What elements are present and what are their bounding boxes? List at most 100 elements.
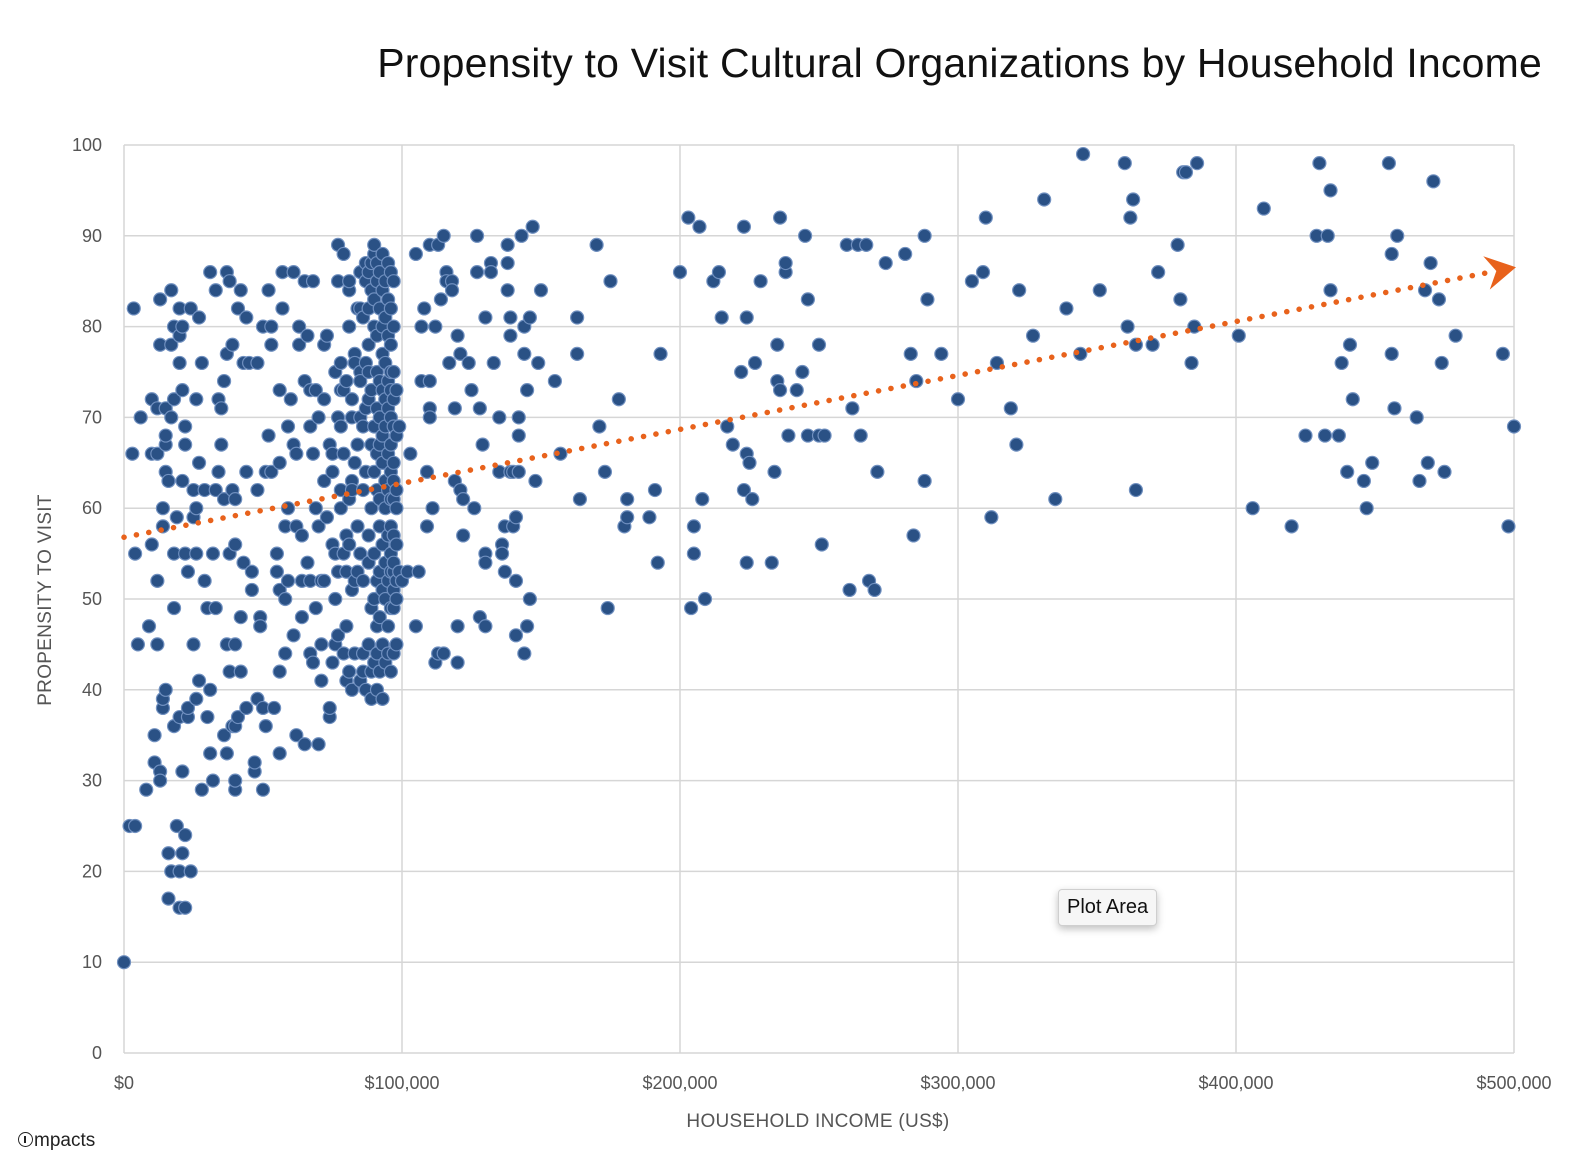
data-point: [175, 846, 190, 861]
y-tick-label: 60: [82, 498, 102, 518]
y-axis-ticks: 0 10 20 30 40 50 60 70 80 90 100: [72, 135, 102, 1063]
data-point: [172, 355, 187, 371]
data-point: [158, 682, 173, 697]
data-point: [461, 355, 476, 371]
data-point: [1365, 455, 1380, 470]
data-point: [275, 301, 290, 316]
data-point: [475, 437, 490, 452]
data-point: [1117, 156, 1132, 171]
data-point: [797, 228, 813, 243]
data-point: [772, 383, 788, 398]
data-point: [422, 373, 437, 389]
data-point: [714, 310, 729, 325]
data-point: [1126, 192, 1141, 207]
y-tick-label: 30: [82, 771, 102, 791]
data-point: [1431, 292, 1447, 307]
data-point: [1009, 437, 1024, 452]
data-point: [739, 310, 754, 325]
data-point: [339, 619, 354, 634]
data-point: [508, 573, 524, 588]
data-point: [1384, 346, 1399, 361]
data-point: [1345, 392, 1360, 407]
data-point: [180, 700, 196, 716]
data-point: [517, 646, 532, 661]
data-point: [934, 346, 949, 361]
data-point: [272, 664, 287, 679]
data-point: [330, 628, 346, 643]
data-point: [1412, 473, 1427, 489]
data-point: [898, 246, 913, 262]
data-point: [447, 401, 462, 416]
data-point: [314, 637, 329, 652]
data-point: [280, 419, 296, 434]
data-point: [519, 383, 535, 398]
data-point: [164, 337, 179, 352]
data-point: [1312, 156, 1327, 171]
data-point: [311, 737, 326, 752]
data-point: [508, 628, 524, 643]
data-point: [383, 301, 398, 316]
data-point: [500, 255, 515, 271]
data-point: [211, 464, 226, 479]
data-point: [492, 410, 507, 425]
data-point: [450, 328, 465, 343]
data-point: [333, 355, 348, 371]
data-point: [244, 564, 259, 579]
data-point: [364, 501, 379, 516]
data-point: [742, 455, 757, 470]
data-point: [1025, 328, 1041, 343]
data-point: [141, 619, 157, 634]
data-point: [308, 600, 323, 616]
data-point: [255, 782, 271, 797]
data-point: [478, 619, 493, 634]
data-point: [497, 564, 512, 579]
data-point: [469, 228, 485, 243]
data-point: [250, 482, 265, 498]
data-point: [672, 265, 688, 280]
data-point: [286, 628, 301, 643]
data-point: [308, 383, 323, 398]
data-point: [414, 319, 429, 334]
data-point: [1178, 165, 1194, 180]
data-point: [189, 392, 204, 407]
data-point: [191, 310, 207, 325]
data-point: [350, 437, 365, 452]
data-point: [258, 719, 273, 734]
data-point: [389, 383, 404, 398]
data-point: [734, 364, 749, 380]
data-point: [333, 419, 348, 434]
data-point: [514, 228, 529, 243]
data-point: [978, 210, 993, 225]
data-point: [247, 755, 262, 770]
data-point: [1173, 292, 1188, 307]
logo-i-icon: [18, 1132, 33, 1147]
data-point: [467, 501, 482, 516]
data-point: [853, 428, 868, 443]
data-point: [194, 782, 209, 797]
data-point: [125, 446, 140, 461]
data-point: [186, 637, 201, 652]
data-point: [305, 446, 321, 461]
data-point: [389, 637, 404, 652]
data-point: [294, 610, 310, 625]
data-point: [503, 310, 518, 325]
data-point: [570, 310, 585, 325]
data-point: [264, 337, 279, 352]
data-point: [216, 373, 232, 389]
data-point: [511, 428, 526, 443]
data-point: [469, 265, 485, 280]
data-point: [386, 274, 401, 289]
data-point: [647, 482, 663, 498]
data-point: [128, 546, 143, 561]
y-tick-label: 10: [82, 952, 102, 972]
trendline: [121, 256, 1516, 541]
data-point: [153, 773, 168, 788]
data-point: [233, 664, 248, 679]
data-point: [867, 582, 882, 598]
data-point: [403, 446, 418, 461]
data-point: [600, 600, 615, 616]
impacts-logo: mpacts: [18, 1130, 95, 1152]
data-point: [531, 355, 546, 371]
data-point: [230, 709, 246, 725]
